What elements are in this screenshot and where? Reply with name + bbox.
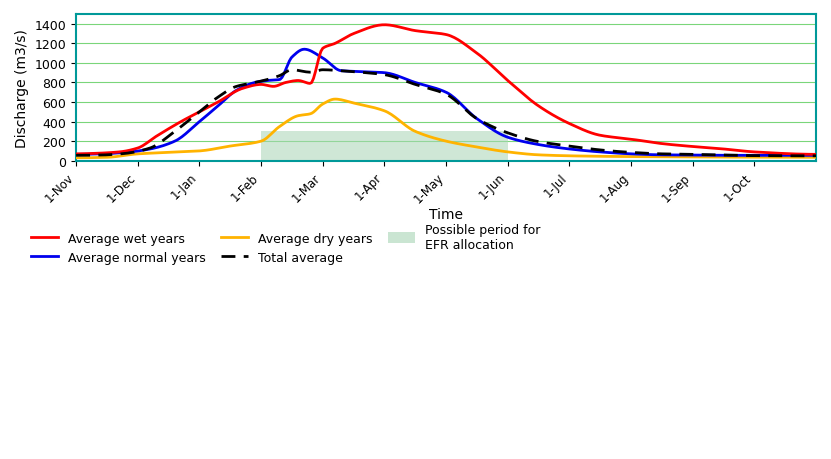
Legend: Average wet years, Average normal years, Average dry years, Total average, Possi: Average wet years, Average normal years,… [31, 223, 541, 264]
X-axis label: Time: Time [429, 207, 463, 221]
Bar [261, 132, 508, 162]
Y-axis label: Discharge (m3/s): Discharge (m3/s) [15, 29, 29, 147]
